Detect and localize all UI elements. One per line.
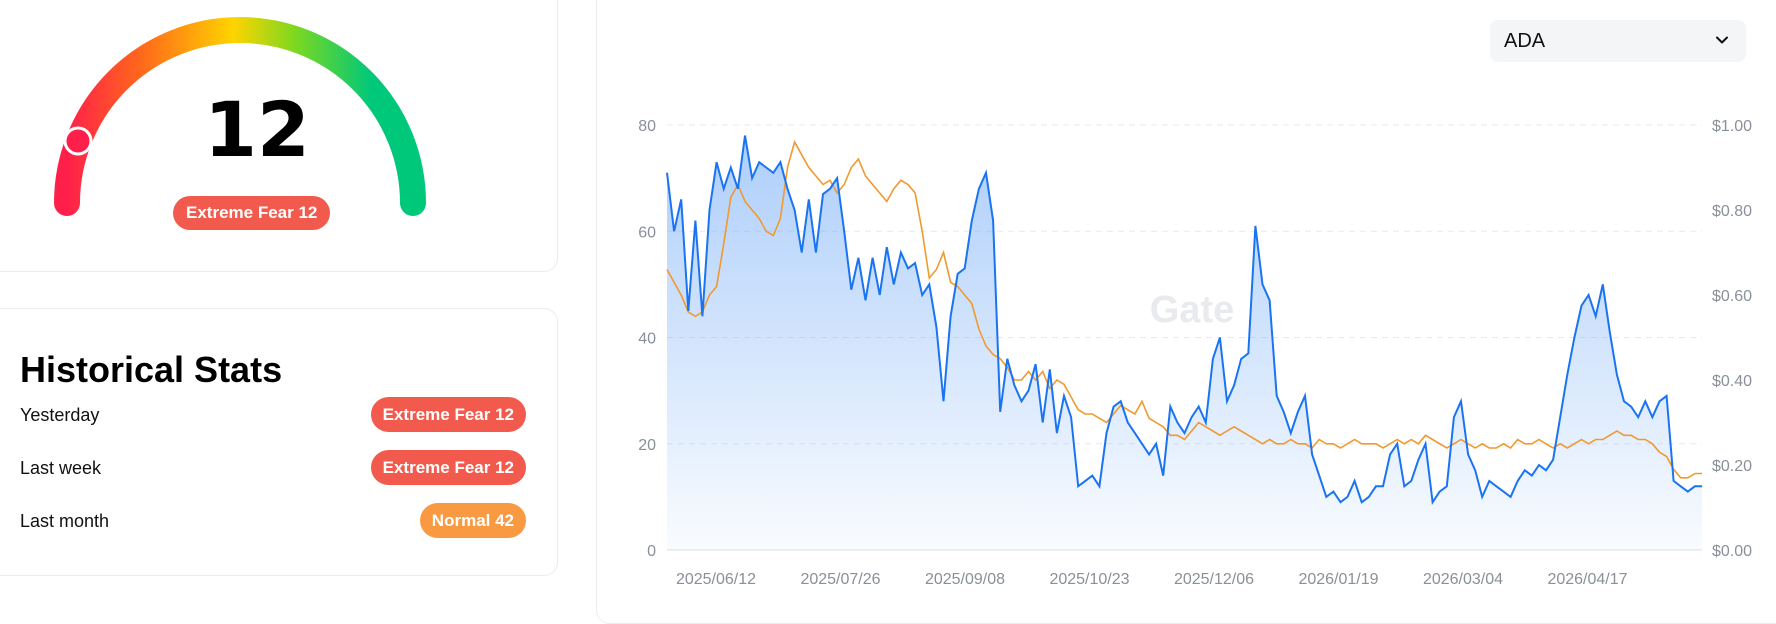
y-right-tick-label: $0.00 <box>1712 543 1752 560</box>
fear-index-line <box>666 135 1702 505</box>
y-axis-right: $0.00 $0.20 $0.40 $0.60 $0.80 $1.00 <box>1712 118 1752 560</box>
stat-row-last-week: Last week Extreme Fear 12 <box>20 450 526 486</box>
y-axis-left: 0 20 40 60 80 <box>638 118 656 560</box>
stats-title: Historical Stats <box>20 349 283 390</box>
gauge-needle-dot <box>63 126 93 156</box>
stat-row-yesterday: Yesterday Extreme Fear 12 <box>20 397 526 433</box>
x-tick-label: 2025/07/26 <box>800 571 880 588</box>
y-right-tick-label: $0.60 <box>1712 288 1752 305</box>
stat-label: Last month <box>20 511 110 531</box>
gauge-sentiment-badge: Extreme Fear 12 <box>173 196 331 230</box>
y-left-tick-label: 80 <box>638 118 656 135</box>
x-tick-label: 2025/10/23 <box>1049 571 1129 588</box>
historical-stats-card: Historical Stats Yesterday Extreme Fear … <box>0 308 558 576</box>
x-tick-label: 2026/04/17 <box>1547 571 1627 588</box>
coin-selector-value: ADA <box>1504 30 1546 52</box>
x-tick-label: 2026/03/04 <box>1423 571 1503 588</box>
y-right-tick-label: $1.00 <box>1712 118 1752 135</box>
stat-label: Last week <box>20 458 102 478</box>
chart-watermark: Gate <box>1150 289 1234 331</box>
fear-index-area <box>667 135 1702 550</box>
fear-greed-vs-price-chart[interactable]: Gate 0 20 40 60 80 $0.00 $0.20 $0.40 $0.60 $0.80… <box>0 0 1776 607</box>
y-right-tick-label: $0.20 <box>1712 458 1752 475</box>
fear-greed-gauge-card: 12 Extreme Fear 12 <box>0 0 558 272</box>
x-axis: 2025/06/12 2025/07/26 2025/09/08 2025/10/23… <box>676 571 1628 588</box>
x-tick-label: 2025/09/08 <box>925 571 1005 588</box>
chevron-down-icon <box>1716 36 1728 44</box>
y-left-tick-label: 0 <box>647 543 656 560</box>
y-left-tick-label: 60 <box>638 224 656 241</box>
stat-badge: Normal 42 <box>419 503 526 538</box>
gauge-arc <box>54 17 426 216</box>
stat-row-last-month: Last month Normal 42 <box>20 503 526 539</box>
y-left-tick-label: 20 <box>638 437 656 454</box>
x-tick-label: 2025/12/06 <box>1174 571 1254 588</box>
x-tick-label: 2026/01/19 <box>1298 571 1378 588</box>
y-right-tick-label: $0.40 <box>1712 373 1752 390</box>
stat-label: Yesterday <box>20 405 100 425</box>
stat-badge: Extreme Fear 12 <box>370 397 526 432</box>
stat-badge: Extreme Fear 12 <box>370 450 526 485</box>
x-tick-label: 2025/06/12 <box>676 571 756 588</box>
coin-selector[interactable]: ADA <box>1490 20 1746 62</box>
y-right-tick-label: $0.80 <box>1712 203 1752 220</box>
gauge-value: 12 <box>204 85 310 174</box>
y-left-tick-label: 40 <box>638 331 656 348</box>
